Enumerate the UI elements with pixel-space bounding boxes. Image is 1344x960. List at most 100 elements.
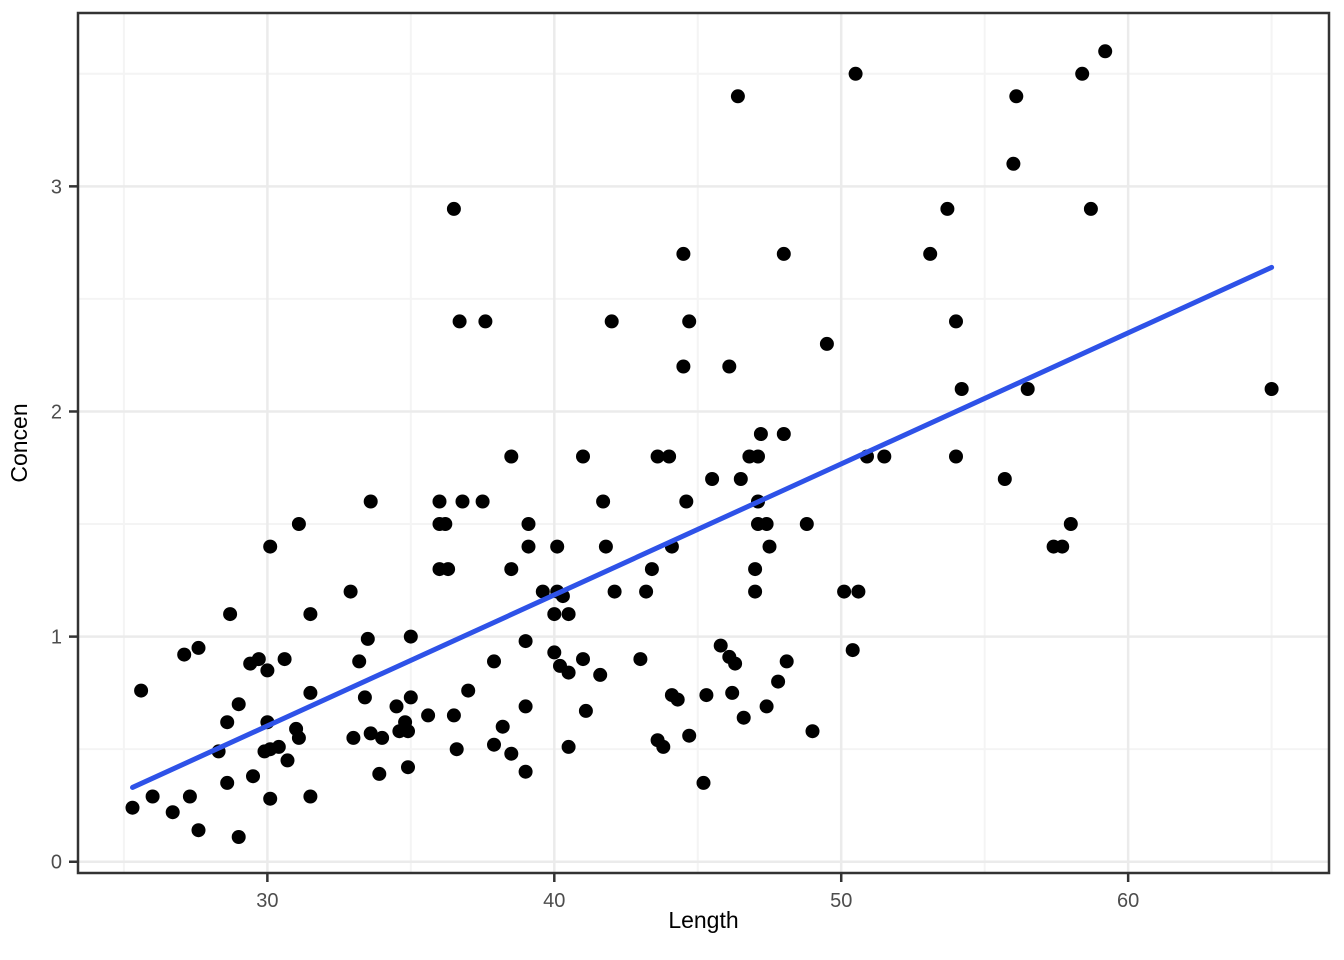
data-point [633, 652, 648, 667]
data-point [759, 517, 774, 531]
data-point [455, 494, 470, 509]
data-point [877, 449, 892, 464]
trend-line [130, 264, 1275, 790]
data-point [446, 708, 461, 723]
data-point [231, 697, 246, 712]
data-point [372, 766, 387, 781]
data-point [607, 584, 622, 599]
data-point [576, 652, 590, 667]
data-point [779, 654, 794, 669]
data-point [662, 449, 677, 464]
data-point [263, 539, 278, 554]
data-point [949, 449, 963, 464]
data-point [363, 494, 378, 509]
data-point [246, 769, 260, 784]
y-tick-label: 2 [51, 401, 62, 423]
data-point [504, 449, 519, 464]
data-point [220, 775, 235, 790]
data-point [561, 665, 576, 680]
data-point [260, 663, 275, 678]
data-point [771, 674, 786, 689]
data-point [547, 645, 562, 660]
data-point [165, 805, 180, 820]
data-point [277, 652, 292, 667]
data-point [650, 449, 665, 464]
data-point [682, 314, 697, 329]
data-point [851, 584, 866, 599]
data-point [713, 638, 728, 653]
panel-border [76, 11, 1331, 875]
data-point [223, 607, 238, 622]
data-point [421, 708, 436, 723]
data-point [392, 724, 407, 739]
data-point [375, 730, 390, 745]
data-point [363, 726, 378, 741]
data-point [303, 789, 318, 804]
data-point [504, 562, 519, 577]
y-tick-label: 0 [51, 852, 62, 874]
data-point [535, 584, 550, 599]
data-point [1075, 66, 1090, 81]
data-point [550, 539, 565, 554]
data-point [730, 89, 745, 104]
data-point [303, 685, 318, 700]
data-point [776, 246, 791, 261]
data-point [403, 629, 418, 644]
data-point [134, 683, 149, 698]
data-point [191, 823, 206, 838]
data-point [495, 719, 510, 734]
data-point [177, 647, 192, 662]
data-point [263, 791, 278, 806]
data-point [644, 562, 659, 577]
data-point [504, 746, 519, 761]
data-point [1083, 201, 1098, 216]
data-point [521, 539, 536, 554]
data-point [598, 539, 613, 554]
data-point [487, 737, 501, 752]
data-point [845, 643, 860, 658]
data-point [401, 760, 415, 775]
data-point [487, 654, 501, 669]
data-point [182, 789, 197, 804]
data-point [271, 739, 286, 754]
data-point [940, 201, 955, 216]
data-point [518, 634, 533, 649]
data-point [748, 584, 763, 599]
y-axis-title: Concen [6, 403, 32, 482]
data-point [751, 449, 765, 464]
data-point [438, 517, 453, 531]
data-point [360, 631, 375, 646]
data-point [805, 724, 820, 739]
data-point [403, 690, 418, 705]
x-tick-label: 60 [1117, 890, 1139, 912]
data-point [231, 830, 246, 844]
data-point [561, 739, 576, 754]
data-point [596, 494, 611, 509]
data-point [145, 789, 160, 804]
data-point [705, 472, 720, 486]
data-point [676, 359, 691, 374]
data-points-layer [125, 44, 1279, 844]
data-point [1020, 382, 1035, 396]
data-point [343, 584, 358, 599]
data-point [819, 336, 834, 351]
data-point [759, 699, 774, 714]
data-point [949, 314, 963, 329]
data-point [389, 699, 404, 714]
data-point [220, 715, 235, 730]
data-point [1055, 539, 1070, 554]
data-point [670, 692, 685, 707]
data-point [1098, 44, 1113, 59]
data-point [733, 472, 748, 486]
data-point [518, 764, 533, 779]
data-point [696, 775, 711, 790]
data-point [848, 66, 863, 81]
data-point [191, 640, 206, 655]
trend-line-layer [130, 264, 1275, 790]
data-point [776, 427, 791, 441]
data-point [799, 517, 814, 531]
data-point [521, 517, 536, 531]
axis-tick-labels: 30 40 50 60 0 1 2 3 [51, 176, 1139, 912]
